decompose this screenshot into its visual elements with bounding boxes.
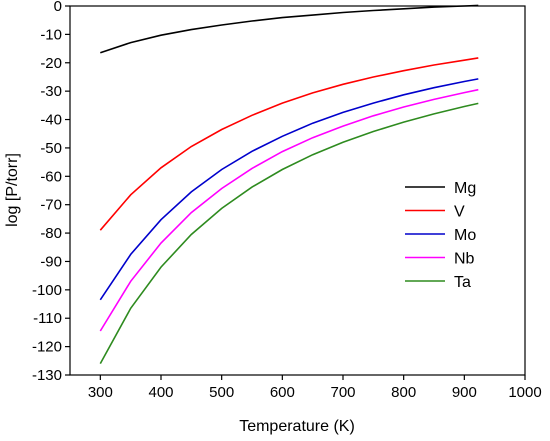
series-line-v [99,57,479,231]
plot-frame [69,5,526,376]
y-tick-label--100: -100 [32,282,62,299]
x-tick-label-800: 800 [391,384,416,401]
legend-label-ta: Ta [454,274,471,291]
x-tick-label-1000: 1000 [508,384,541,401]
series-line-ta [99,102,479,364]
y-axis-label: log [P/torr] [4,153,21,227]
y-tick-label--20: -20 [40,55,62,72]
y-tick-label--130: -130 [32,367,62,384]
x-tick-label-900: 900 [452,384,477,401]
legend-label-v: V [454,204,465,221]
x-tick-label-600: 600 [270,384,295,401]
y-tick-label--90: -90 [40,253,62,270]
x-tick-label-500: 500 [209,384,234,401]
legend: Mg V Mo Nb Ta [405,180,476,291]
y-tick-label--50: -50 [40,140,62,157]
x-tick-label-300: 300 [88,384,113,401]
y-tick-label--120: -120 [32,339,62,356]
y-tick-label--110: -110 [33,310,62,327]
series-layer [99,4,479,364]
series-line-mo [99,78,479,301]
y-tick-label--60: -60 [40,168,62,185]
legend-label-mo: Mo [454,227,476,244]
legend-label-nb: Nb [454,251,475,268]
x-tick-label-700: 700 [330,384,355,401]
y-tick-label--40: -40 [40,112,62,129]
y-tick-label--30: -30 [40,83,62,100]
series-line-nb [99,88,479,332]
y-tick-label--70: -70 [40,197,62,214]
x-tick-label-400: 400 [148,384,173,401]
y-tick-label-0: 0 [54,0,62,15]
y-tick-label--80: -80 [40,225,62,242]
y-tick-label--10: -10 [40,26,62,43]
x-axis-label: Temperature (K) [239,418,355,435]
series-line-mg [100,4,479,54]
axis-ticks: 300 400 500 600 700 800 900 1000 0 -10 -20 -30 -40 -5… [32,0,542,401]
legend-label-mg: Mg [454,180,476,197]
